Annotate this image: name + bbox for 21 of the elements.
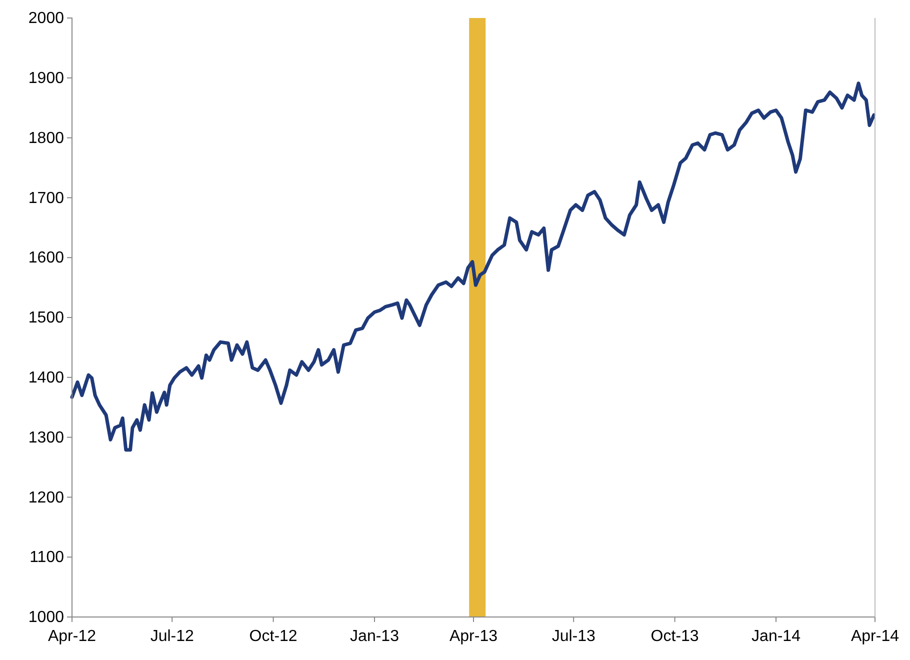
x-tick-label: Apr-13 [449,628,498,645]
y-tick-label: 1800 [28,130,64,147]
y-tick-label: 1900 [28,70,64,88]
x-tick-label: Jul-12 [150,628,194,645]
y-tick-label: 1200 [28,489,64,506]
x-tick-label: Jan-14 [752,628,801,645]
y-tick-label: 1700 [28,190,64,207]
y-tick-label: 1100 [30,549,64,566]
y-tick-label: 1300 [28,429,64,446]
x-tick-label: Oct-13 [650,628,699,645]
y-tick-label: 1500 [28,310,64,327]
x-tick-label: Oct-12 [249,628,298,645]
x-tick-label: Jul-13 [552,628,596,645]
y-tick-label: 2000 [28,10,64,28]
line-series [70,82,876,452]
y-tick-label: 1400 [28,370,64,387]
y-tick-label: 1600 [28,250,64,267]
x-tick-label: Jan-13 [350,628,400,645]
x-tick-label: Apr-12 [48,628,96,645]
x-tick-label: Apr-14 [850,628,900,645]
y-tick-label: 1000 [28,609,64,626]
